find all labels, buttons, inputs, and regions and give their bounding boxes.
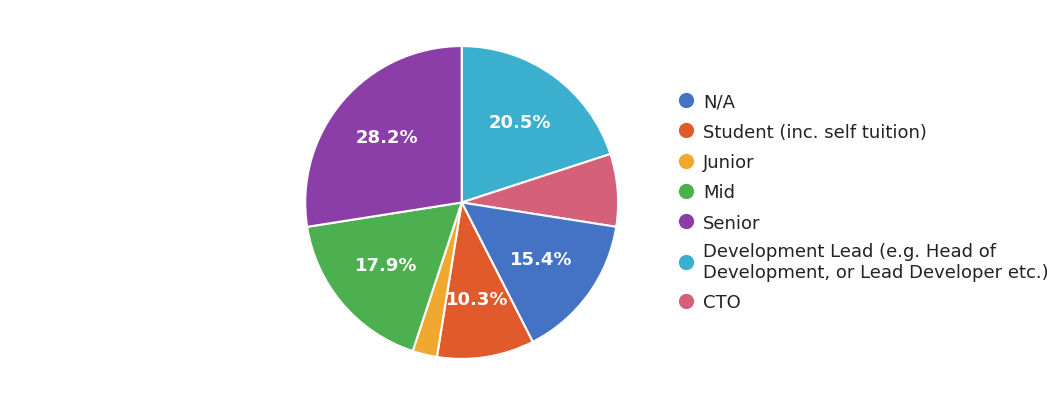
Wedge shape bbox=[437, 202, 533, 359]
Wedge shape bbox=[462, 154, 618, 227]
Wedge shape bbox=[462, 202, 616, 342]
Wedge shape bbox=[307, 202, 462, 351]
Legend: N/A, Student (inc. self tuition), Junior, Mid, Senior, Development Lead (e.g. He: N/A, Student (inc. self tuition), Junior… bbox=[675, 85, 1055, 320]
Wedge shape bbox=[305, 46, 462, 227]
Text: 17.9%: 17.9% bbox=[355, 257, 418, 275]
Text: 20.5%: 20.5% bbox=[488, 114, 551, 132]
Wedge shape bbox=[413, 202, 462, 357]
Text: 15.4%: 15.4% bbox=[511, 252, 572, 269]
Text: 28.2%: 28.2% bbox=[355, 130, 418, 147]
Wedge shape bbox=[462, 46, 611, 202]
Text: 10.3%: 10.3% bbox=[446, 291, 509, 309]
